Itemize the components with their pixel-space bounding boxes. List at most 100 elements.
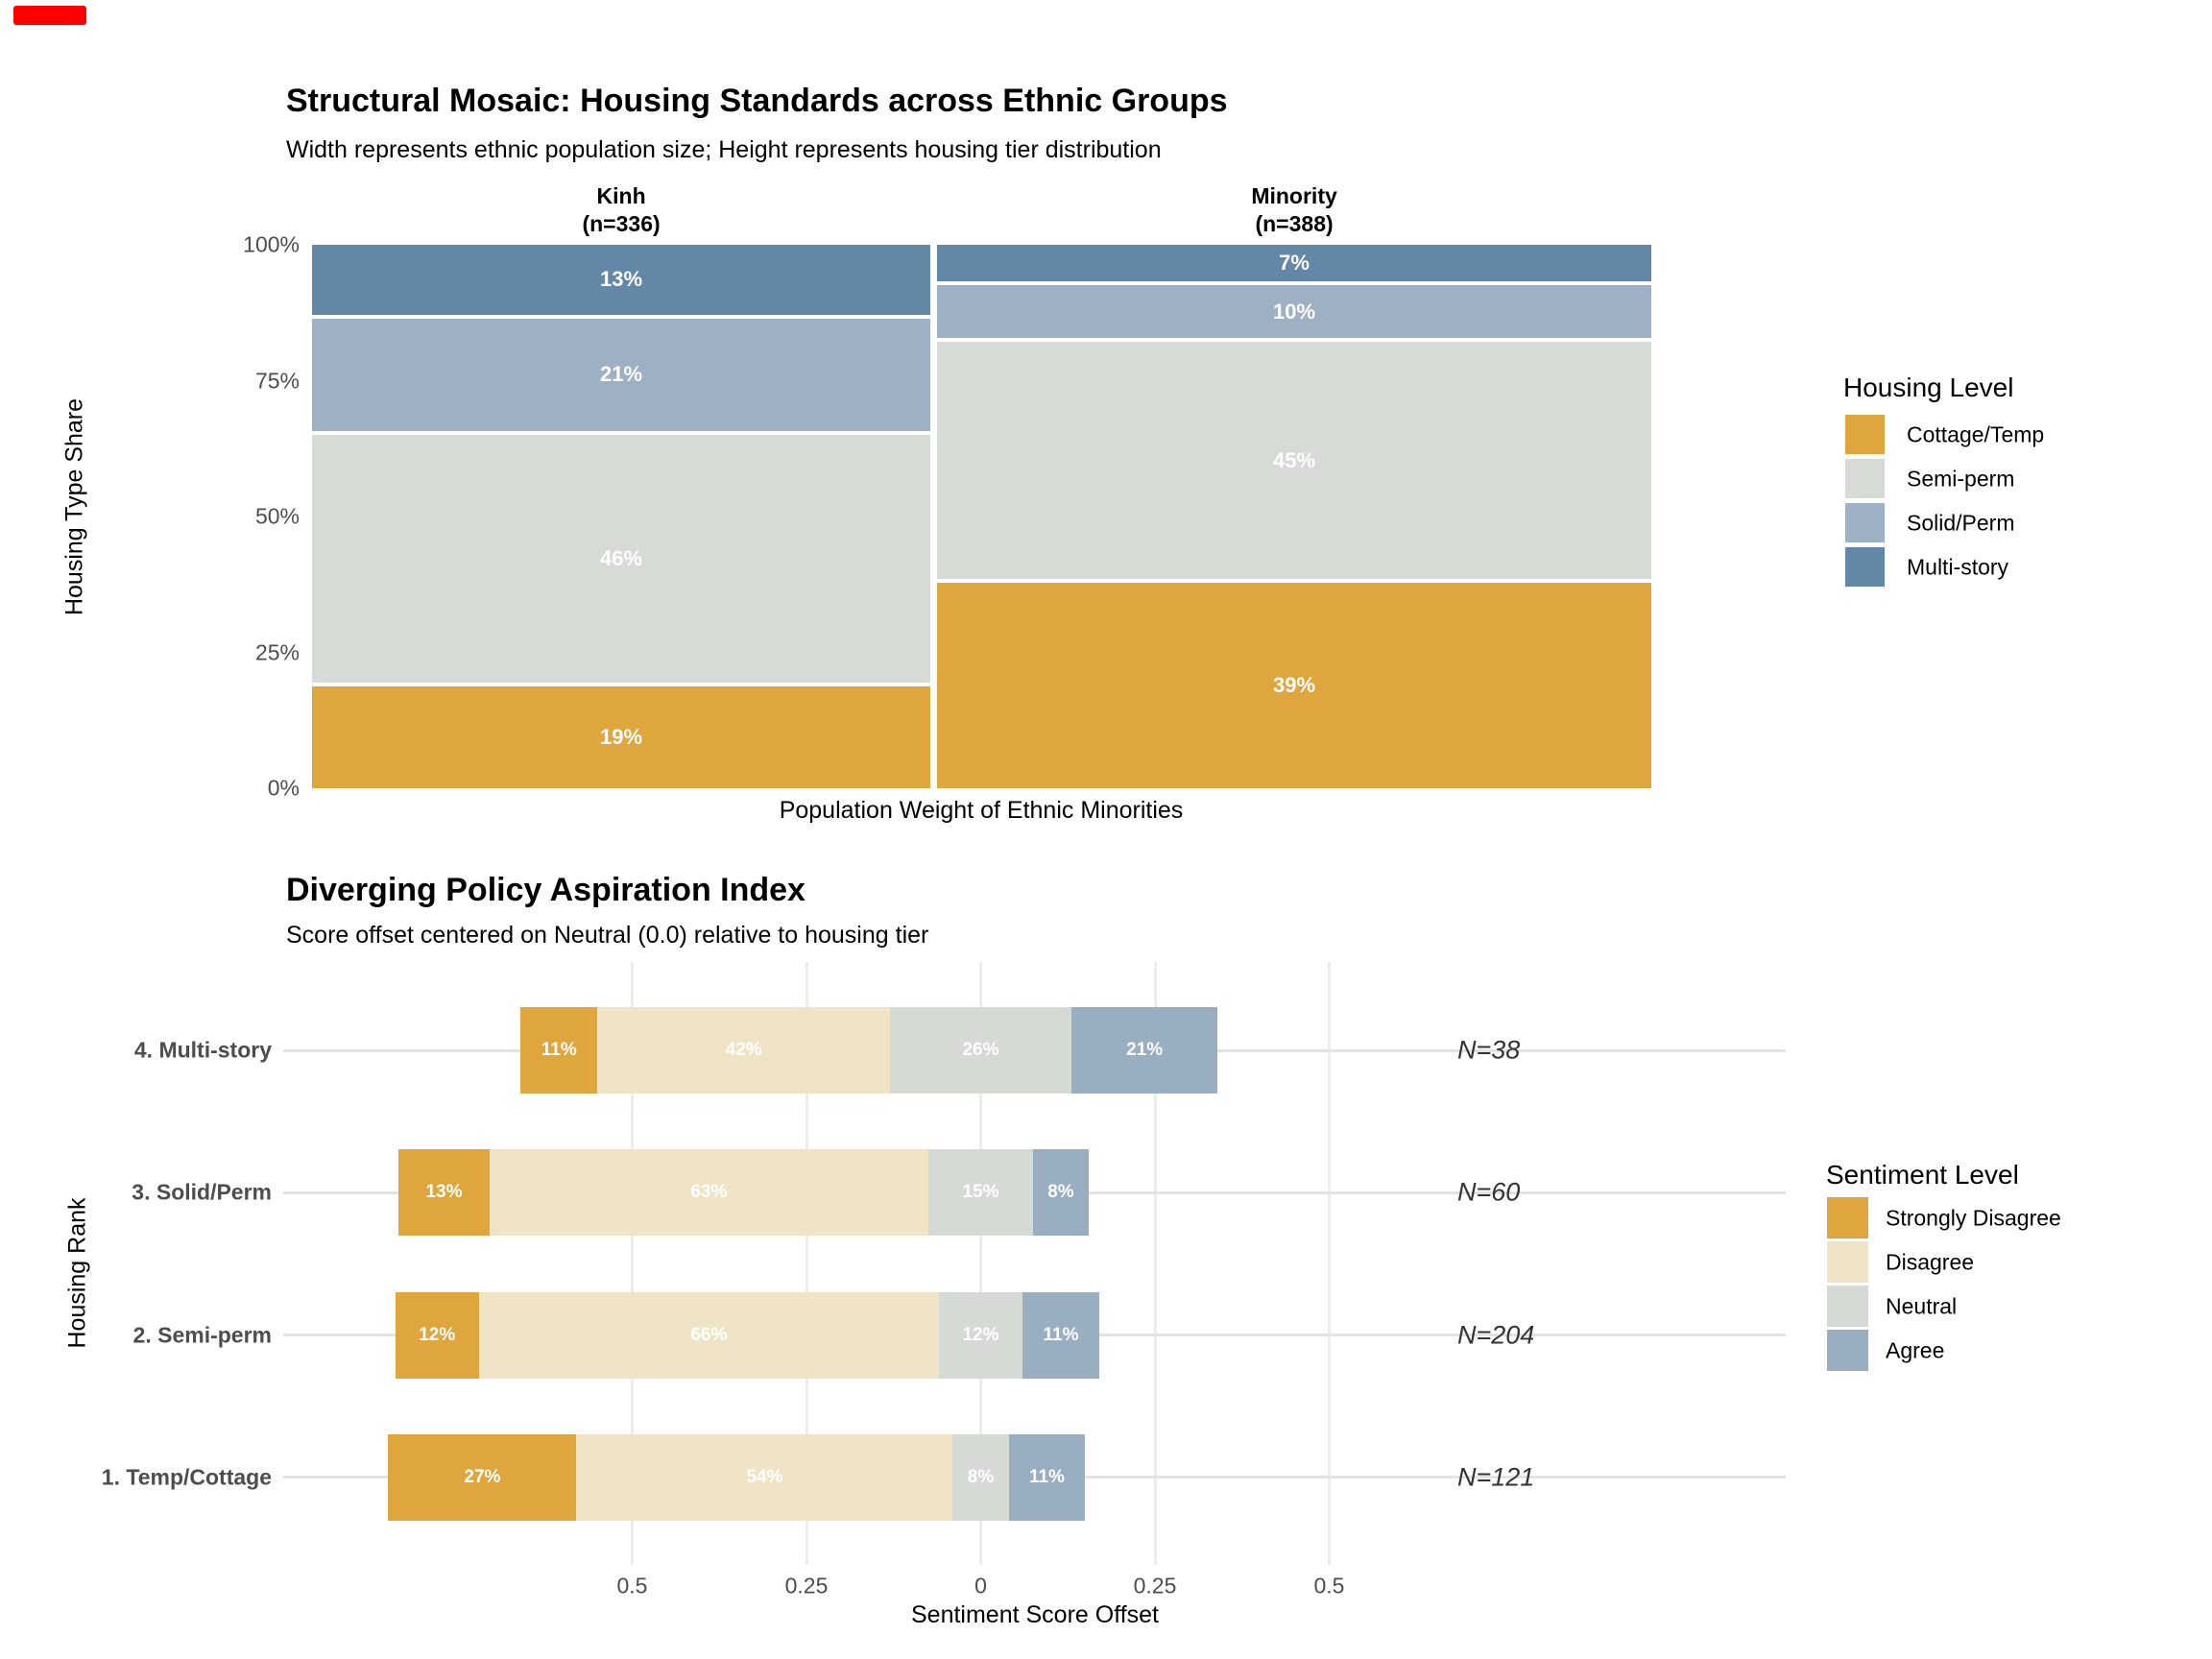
diverging-row-label-1-temp-cottage: 1. Temp/Cottage — [101, 1464, 272, 1489]
diverging-segment-value: 63% — [690, 1182, 728, 1202]
mosaic-column-header-line: Minority — [1251, 183, 1337, 208]
mosaic-segment-value: 10% — [1273, 299, 1316, 324]
diverging-gridline-2 — [979, 962, 982, 1565]
diverging-n-label-1: N=60 — [1457, 1177, 1521, 1207]
housing-legend-label-semi-perm: Semi-perm — [1907, 466, 2015, 491]
diverging-segment-value: 13% — [425, 1182, 463, 1202]
diverging-segment-value: 42% — [725, 1040, 762, 1060]
mosaic-column-header-line: (n=388) — [1255, 211, 1334, 236]
sentiment-legend-swatch-strongly-disagree — [1827, 1197, 1868, 1238]
mosaic-column-header-line: Kinh — [596, 183, 646, 208]
diverging-segment-value: 8% — [967, 1466, 995, 1487]
sentiment-legend-swatch-disagree — [1827, 1241, 1868, 1283]
diverging-gridline-3 — [1153, 962, 1157, 1565]
sentiment-legend-label-disagree: Disagree — [1886, 1249, 1975, 1274]
mosaic-segment-minority-solid-perm: 10% — [937, 285, 1651, 339]
housing-legend-swatch-cottage-temp — [1845, 415, 1885, 454]
diverging-xtick-2: 0 — [974, 1573, 987, 1599]
mosaic-ytick-50-: 50% — [254, 503, 300, 529]
diverging-segment-3-solid-perm-disagree: 63% — [489, 1149, 929, 1236]
sentiment-legend-swatch-neutral — [1827, 1286, 1868, 1327]
housing-level-legend-title: Housing Level — [1843, 373, 2014, 402]
mosaic-ytick-0-: 0% — [267, 775, 300, 801]
diverging-segment-3-solid-perm-neutral: 15% — [928, 1149, 1033, 1236]
diverging-segment-3-solid-perm-agree: 8% — [1032, 1149, 1090, 1236]
diverging-n-label-3: N=121 — [1457, 1462, 1535, 1491]
housing-legend-label-solid-perm: Solid/Perm — [1907, 510, 2015, 535]
mosaic-segment-kinh-semi-perm: 46% — [312, 435, 931, 683]
diverging-row-label-3-solid-perm: 3. Solid/Perm — [132, 1179, 272, 1205]
mosaic-title: Structural Mosaic: Housing Standards acr… — [286, 83, 1228, 119]
mosaic-subtitle: Width represents ethnic population size;… — [286, 136, 1162, 163]
housing-legend-swatch-solid-perm — [1845, 503, 1885, 542]
diverging-segment-value: 66% — [690, 1324, 728, 1345]
housing-legend-swatch-semi-perm — [1845, 459, 1885, 498]
diverging-segment-2-semi-perm-neutral: 12% — [938, 1291, 1023, 1379]
sentiment-legend-label-neutral: Neutral — [1886, 1293, 1958, 1318]
diverging-segment-value: 11% — [1043, 1324, 1079, 1345]
mosaic-ytick-25-: 25% — [254, 639, 300, 664]
housing-legend-label-multi-story: Multi-story — [1907, 554, 2009, 579]
mosaic-column-header-kinh: Kinh (n=336) — [312, 182, 930, 238]
mosaic-segment-value: 7% — [1279, 251, 1310, 276]
record-indicator — [13, 6, 86, 25]
diverging-subtitle: Score offset centered on Neutral (0.0) r… — [286, 922, 929, 949]
diverging-segment-value: 54% — [746, 1466, 783, 1487]
diverging-gridline-0 — [631, 962, 634, 1565]
mosaic-segment-kinh-multi-story: 13% — [312, 245, 931, 315]
mosaic-segment-minority-multi-story: 7% — [937, 245, 1651, 282]
diverging-gridline-1 — [805, 962, 808, 1565]
mosaic-segment-kinh-cottage-temp: 19% — [312, 685, 931, 788]
diverging-segment-value: 12% — [962, 1324, 999, 1345]
diverging-segment-value: 27% — [464, 1466, 501, 1487]
sentiment-legend-label-agree: Agree — [1886, 1337, 1945, 1362]
mosaic-ytick-75-: 75% — [254, 368, 300, 393]
mosaic-x-axis-title: Population Weight of Ethnic Minorities — [779, 797, 1184, 824]
diverging-n-label-0: N=38 — [1457, 1035, 1521, 1065]
diverging-xtick-0: 0.5 — [616, 1573, 648, 1599]
mosaic-segment-value: 19% — [600, 724, 643, 749]
housing-legend-swatch-multi-story — [1845, 547, 1885, 587]
diverging-x-axis-title: Sentiment Score Offset — [911, 1601, 1159, 1628]
sentiment-legend-label-strongly-disagree: Strongly Disagree — [1886, 1205, 2061, 1230]
mosaic-segment-minority-cottage-temp: 39% — [937, 583, 1651, 788]
sentiment-legend-swatch-agree — [1827, 1330, 1868, 1371]
diverging-segment-value: 11% — [541, 1040, 577, 1060]
diverging-segment-1-temp-cottage-disagree: 54% — [576, 1433, 953, 1521]
diverging-xtick-3: 0.25 — [1133, 1573, 1177, 1599]
mosaic-segment-value: 46% — [600, 545, 643, 570]
diverging-segment-2-semi-perm-strongly-disagree: 12% — [395, 1291, 479, 1379]
mosaic-ytick-100-: 100% — [243, 231, 300, 257]
diverging-segment-1-temp-cottage-agree: 11% — [1008, 1433, 1086, 1521]
mosaic-segment-value: 39% — [1273, 673, 1316, 698]
diverging-segment-4-multi-story-strongly-disagree: 11% — [520, 1007, 598, 1094]
diverging-row-label-2-semi-perm: 2. Semi-perm — [132, 1322, 272, 1347]
diverging-xtick-1: 0.25 — [784, 1573, 829, 1599]
diverging-segment-1-temp-cottage-neutral: 8% — [952, 1433, 1009, 1521]
diverging-n-label-2: N=204 — [1457, 1320, 1535, 1349]
diverging-segment-value: 12% — [419, 1324, 456, 1345]
mosaic-segment-value: 45% — [1273, 447, 1316, 472]
diverging-row-label-4-multi-story: 4. Multi-story — [133, 1037, 272, 1063]
diverging-segment-4-multi-story-disagree: 42% — [597, 1007, 891, 1094]
mosaic-column-header-line: (n=336) — [582, 211, 661, 236]
mosaic-segment-value: 13% — [600, 267, 643, 292]
diverging-segment-value: 21% — [1126, 1040, 1164, 1060]
diverging-segment-value: 8% — [1047, 1182, 1074, 1202]
mosaic-y-axis-title: Housing Type Share — [60, 397, 88, 616]
diverging-segment-value: 11% — [1028, 1466, 1065, 1487]
diverging-segment-2-semi-perm-agree: 11% — [1022, 1291, 1099, 1379]
diverging-title: Diverging Policy Aspiration Index — [286, 872, 805, 908]
diverging-segment-value: 15% — [962, 1182, 999, 1202]
diverging-xtick-4: 0.5 — [1313, 1573, 1345, 1599]
diverging-segment-3-solid-perm-strongly-disagree: 13% — [398, 1149, 490, 1236]
sentiment-level-legend-title: Sentiment Level — [1826, 1160, 2019, 1190]
mosaic-segment-minority-semi-perm: 45% — [937, 342, 1651, 580]
diverging-gridline-4 — [1328, 962, 1331, 1565]
mosaic-segment-kinh-solid-perm: 21% — [312, 318, 931, 432]
mosaic-segment-value: 21% — [600, 362, 643, 387]
mosaic-column-header-minority: Minority (n=388) — [937, 182, 1651, 238]
housing-legend-label-cottage-temp: Cottage/Temp — [1907, 421, 2045, 446]
diverging-segment-2-semi-perm-disagree: 66% — [478, 1291, 939, 1379]
